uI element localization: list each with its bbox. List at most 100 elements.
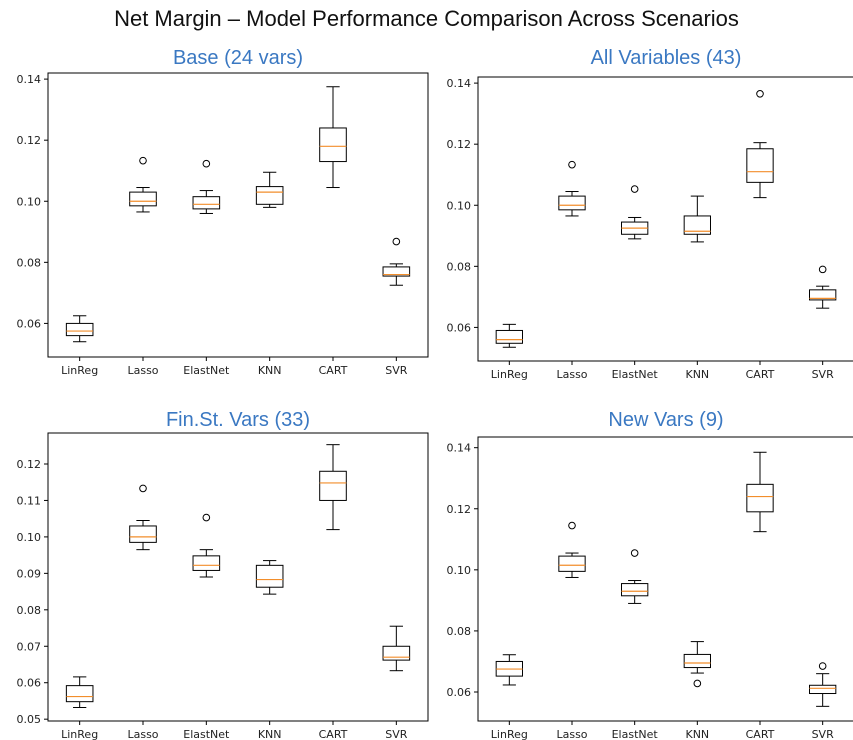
iqr-box	[255, 186, 284, 205]
iqr-box	[129, 191, 157, 207]
iqr-box	[809, 289, 837, 301]
box-linreg	[495, 654, 523, 686]
x-tick-label: SVR	[385, 364, 408, 377]
box-cart	[746, 451, 774, 533]
iqr-box	[255, 564, 284, 588]
box-cart	[319, 86, 347, 189]
x-tick-label: LinReg	[61, 364, 98, 377]
box-elastnet	[192, 159, 221, 214]
panel-title: All Variables (43)	[591, 47, 742, 69]
box-linreg	[495, 323, 523, 348]
y-tick-label: 0.08	[447, 260, 472, 273]
panel-title: Base (24 vars)	[173, 47, 303, 69]
x-tick-label: SVR	[385, 728, 408, 740]
outlier-point	[630, 185, 639, 193]
box-elastnet	[621, 185, 649, 240]
outlier-point	[756, 89, 764, 98]
box-knn	[255, 560, 284, 595]
outlier-point	[139, 156, 147, 165]
box-lasso	[129, 156, 157, 213]
y-tick-label: 0.06	[17, 677, 42, 690]
outlier-point	[818, 265, 827, 274]
x-tick-label: Lasso	[127, 364, 158, 377]
box-svr	[382, 237, 411, 286]
x-tick-label: Lasso	[127, 728, 158, 740]
x-tick-label: SVR	[812, 728, 835, 740]
box-cart	[746, 89, 774, 199]
x-tick-label: LinReg	[491, 728, 528, 740]
iqr-box	[65, 685, 94, 703]
box-knn	[683, 195, 711, 243]
x-tick-label: LinReg	[61, 728, 98, 740]
y-tick-label: 0.10	[447, 199, 472, 212]
y-tick-label: 0.09	[17, 567, 42, 580]
y-tick-label: 0.08	[17, 604, 42, 617]
x-tick-label: KNN	[685, 728, 709, 740]
x-tick-label: ElastNet	[612, 368, 659, 381]
y-tick-label: 0.14	[17, 73, 42, 86]
box-lasso	[129, 484, 157, 551]
box-linreg	[65, 315, 94, 343]
outlier-point	[818, 662, 827, 670]
panel-2: All Variables (43) 0.06 0.08 0.10 0.12 0.14 Li…	[447, 47, 853, 381]
y-tick-label: 0.12	[17, 134, 42, 147]
box-knn	[683, 641, 711, 688]
y-tick-label: 0.10	[17, 195, 42, 208]
outlier-point	[693, 679, 702, 688]
x-tick-label: CART	[746, 368, 775, 381]
x-tick-label: CART	[319, 728, 348, 740]
outlier-point	[568, 160, 576, 169]
y-tick-label: 0.06	[17, 317, 42, 330]
panel-4: New Vars (9) 0.06 0.08 0.10 0.12 0.14 LinReg La…	[447, 409, 853, 740]
x-tick-label: KNN	[258, 728, 282, 740]
iqr-box	[683, 215, 711, 235]
y-tick-label: 0.12	[17, 458, 42, 471]
outlier-point	[392, 237, 401, 246]
x-tick-label: Lasso	[556, 728, 587, 740]
y-tick-label: 0.10	[17, 531, 42, 544]
y-tick-label: 0.12	[447, 503, 472, 516]
box-elastnet	[621, 549, 649, 604]
box-lasso	[558, 521, 586, 578]
outlier-point	[630, 549, 639, 557]
x-tick-label: ElastNet	[612, 728, 659, 740]
outlier-point	[202, 159, 211, 168]
iqr-box	[319, 470, 347, 501]
y-tick-label: 0.07	[17, 640, 42, 653]
y-tick-label: 0.10	[447, 564, 472, 577]
y-tick-label: 0.14	[447, 77, 472, 90]
box-svr	[809, 265, 837, 309]
box-knn	[255, 171, 284, 208]
y-tick-label: 0.08	[17, 256, 42, 269]
y-tick-label: 0.06	[447, 686, 472, 699]
axes-frame	[47, 72, 429, 358]
iqr-box	[192, 196, 221, 210]
box-lasso	[558, 160, 586, 217]
y-tick-label: 0.06	[447, 321, 472, 334]
x-tick-label: ElastNet	[183, 728, 230, 740]
iqr-box	[746, 483, 774, 513]
iqr-box	[382, 645, 411, 661]
x-tick-label: Lasso	[556, 368, 587, 381]
iqr-box	[621, 583, 649, 597]
x-tick-label: LinReg	[491, 368, 528, 381]
panel-1: Base (24 vars) 0.06 0.08 0.10 0.12 0.14 LinReg…	[17, 47, 429, 377]
iqr-box	[495, 329, 523, 344]
iqr-box	[809, 684, 837, 695]
x-tick-label: KNN	[685, 368, 709, 381]
panel-title: New Vars (9)	[608, 409, 723, 431]
figure-title: Net Margin – Model Performance Compariso…	[114, 6, 739, 31]
iqr-box	[382, 266, 411, 277]
iqr-box	[558, 195, 586, 211]
y-tick-label: 0.11	[17, 494, 42, 507]
iqr-box	[683, 653, 711, 669]
box-linreg	[65, 676, 94, 709]
y-tick-label: 0.14	[447, 442, 472, 455]
axes-frame	[47, 432, 429, 722]
panel-3: Fin.St. Vars (33) 0.05 0.06 0.07 0.08 0.09 0.1…	[17, 409, 429, 740]
x-tick-label: KNN	[258, 364, 282, 377]
outlier-point	[202, 513, 211, 522]
x-tick-label: SVR	[812, 368, 835, 381]
iqr-box	[319, 127, 347, 163]
